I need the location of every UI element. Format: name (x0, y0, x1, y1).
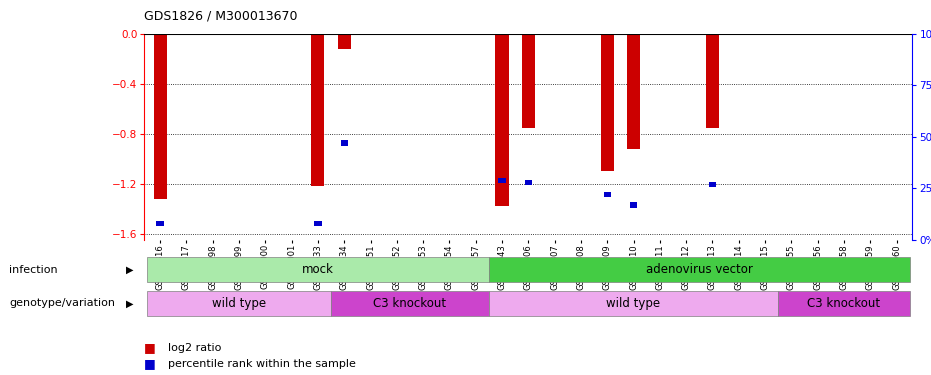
Bar (708, 182, 716, 187)
Text: ▶: ▶ (126, 265, 133, 274)
Bar (498, 178, 506, 183)
Bar (154, 34, 167, 199)
Text: infection: infection (9, 265, 58, 274)
Text: log2 ratio: log2 ratio (168, 343, 221, 353)
Bar (156, 221, 164, 226)
Bar (600, 34, 614, 171)
Bar (315, 221, 321, 226)
Bar (706, 34, 719, 128)
Bar (341, 141, 348, 146)
Bar (627, 34, 641, 149)
Bar (495, 34, 508, 206)
Text: C3 knockout: C3 knockout (807, 297, 881, 310)
Bar (489, 291, 778, 315)
Text: mock: mock (302, 263, 334, 276)
Bar (338, 34, 351, 49)
Bar (147, 291, 331, 315)
Text: genotype/variation: genotype/variation (9, 298, 115, 308)
Bar (778, 291, 910, 315)
Text: percentile rank within the sample: percentile rank within the sample (168, 359, 356, 369)
Bar (603, 192, 611, 197)
Text: wild type: wild type (212, 297, 266, 310)
Text: GDS1826 / M300013670: GDS1826 / M300013670 (144, 9, 298, 22)
Text: C3 knockout: C3 knockout (373, 297, 447, 310)
Bar (331, 291, 489, 315)
Text: ▶: ▶ (126, 298, 133, 308)
Bar (630, 202, 637, 207)
Bar (489, 257, 910, 282)
Bar (147, 257, 489, 282)
Bar (521, 34, 535, 128)
Bar (525, 180, 532, 185)
Text: ■: ■ (144, 342, 156, 354)
Text: adenovirus vector: adenovirus vector (646, 263, 753, 276)
Text: wild type: wild type (606, 297, 661, 310)
Bar (311, 34, 325, 186)
Text: ■: ■ (144, 357, 156, 370)
